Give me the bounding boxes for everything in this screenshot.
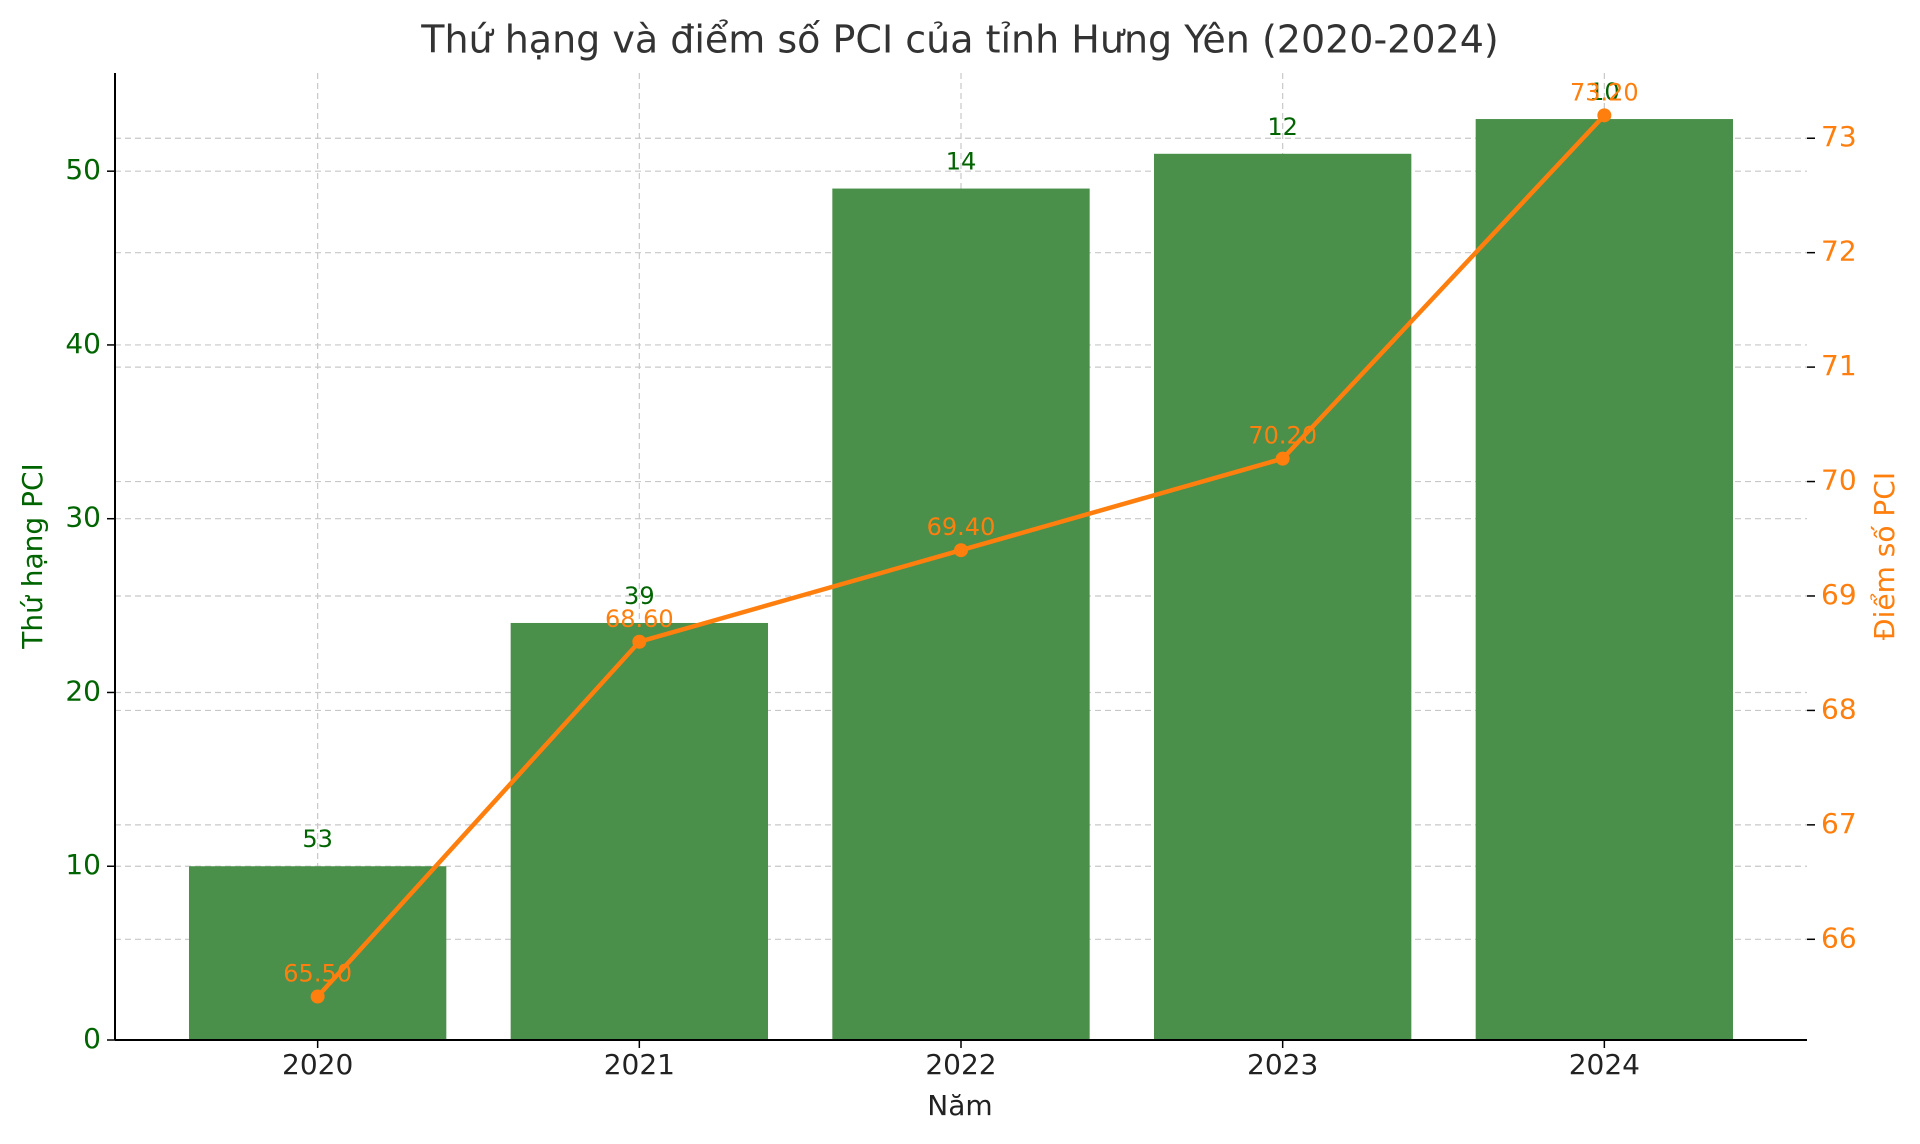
point-label: 73.20	[1570, 78, 1639, 106]
y2-tick-label: 70	[1821, 464, 1857, 497]
bar-label: 39	[624, 582, 655, 610]
y-tick-label: 10	[65, 848, 101, 881]
y-axis-label: Thứ hạng PCI	[16, 463, 49, 650]
y2-tick-label: 66	[1821, 921, 1857, 954]
bar-label: 10	[1589, 78, 1620, 106]
bar-label: 12	[1267, 113, 1298, 141]
y2-axis-label: Điểm số PCI	[1868, 472, 1901, 640]
y-tick-label: 20	[65, 674, 101, 707]
y2-tick-label: 69	[1821, 578, 1857, 611]
line-point	[310, 989, 325, 1004]
point-label: 65.50	[283, 960, 352, 988]
y-tick-label: 0	[83, 1022, 101, 1055]
x-axis-label: Năm	[927, 1089, 992, 1122]
x-tick-label: 2021	[604, 1048, 675, 1081]
bar	[832, 188, 1090, 1040]
y-tick-label: 40	[65, 327, 101, 360]
bar	[1154, 153, 1412, 1040]
bar	[1475, 119, 1734, 1041]
x-tick-label: 2024	[1569, 1048, 1640, 1081]
line-point	[632, 634, 647, 649]
y2-tick-label: 67	[1821, 807, 1857, 840]
x-tick-label: 2023	[1247, 1048, 1318, 1081]
y-tick-label: 30	[65, 501, 101, 534]
y2-tick-label: 73	[1821, 120, 1857, 153]
bar	[510, 622, 768, 1040]
y2-tick-label: 72	[1821, 235, 1857, 268]
x-tick-label: 2020	[282, 1048, 353, 1081]
y-tick-label: 50	[65, 153, 101, 186]
bar-label: 53	[302, 825, 333, 853]
x-tick-label: 2022	[925, 1048, 996, 1081]
chart-title: Thứ hạng và điểm số PCI của tỉnh Hưng Yê…	[420, 18, 1498, 62]
y2-tick-label: 68	[1821, 692, 1857, 725]
bar	[188, 866, 447, 1040]
bar-label: 14	[946, 148, 977, 176]
line-point	[954, 543, 968, 558]
y2-tick-label: 71	[1821, 349, 1857, 382]
point-label: 68.60	[605, 605, 674, 633]
line-point	[1275, 451, 1290, 466]
point-label: 69.40	[927, 513, 996, 541]
point-label: 70.20	[1248, 422, 1317, 450]
line-point	[1597, 108, 1612, 123]
